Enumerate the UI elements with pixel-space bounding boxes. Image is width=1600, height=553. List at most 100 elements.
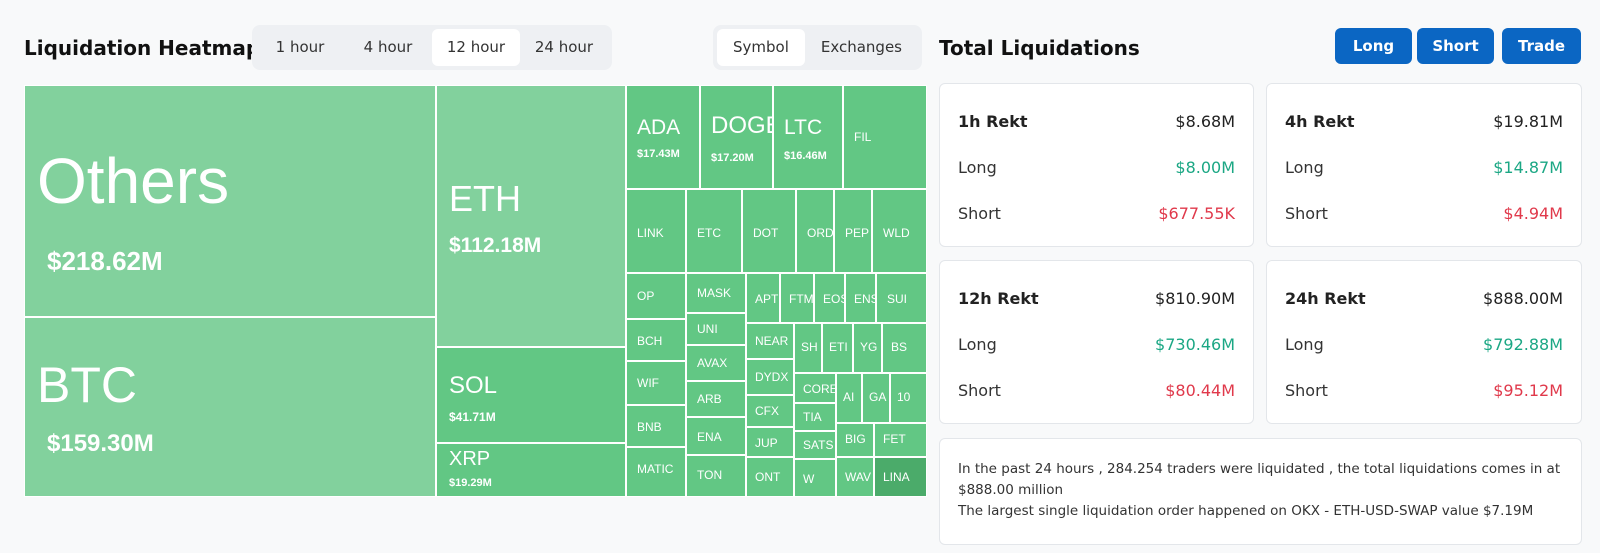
treemap-symbol: LINK — [637, 226, 664, 240]
treemap-cell-ltc[interactable]: LTC $16.46M — [773, 85, 843, 189]
treemap-cell-pep[interactable]: PEP — [834, 189, 872, 273]
treemap-symbol: PEP — [845, 226, 870, 240]
treemap-cell-btc[interactable]: BTC $159.30M — [24, 317, 436, 497]
treemap-symbol: W — [803, 472, 815, 486]
short-amount: $677.55K — [1158, 204, 1235, 223]
treemap-cell-lina[interactable]: LINA — [874, 457, 927, 497]
treemap-symbol: EOS — [823, 292, 844, 306]
treemap-symbol: DOGE — [711, 112, 772, 139]
treemap-cell-big[interactable]: BIG — [836, 423, 874, 457]
card-total: $8.68M — [1175, 112, 1235, 131]
treemap-cell-doge[interactable]: DOGE $17.20M — [700, 85, 773, 189]
treemap-cell-bnb[interactable]: BNB — [626, 405, 686, 447]
treemap-cell-ai[interactable]: AI — [836, 373, 862, 423]
treemap-cell-10[interactable]: 10 — [890, 373, 927, 423]
time-option-12h[interactable]: 12 hour — [432, 29, 520, 66]
treemap-cell-sats[interactable]: SATS — [794, 431, 836, 459]
treemap-symbol: CORE — [803, 382, 836, 396]
treemap-cell-ord[interactable]: ORD — [796, 189, 834, 273]
time-option-4h[interactable]: 4 hour — [363, 38, 413, 56]
treemap-value: $16.46M — [784, 150, 827, 162]
treemap-symbol: AVAX — [697, 356, 728, 370]
treemap-symbol: MATIC — [637, 462, 674, 476]
heatmap-title: Liquidation Heatmap — [24, 36, 261, 60]
treemap-cell-fil[interactable]: FIL — [843, 85, 927, 189]
treemap-symbol: APT — [755, 292, 779, 306]
treemap-symbol: BCH — [637, 334, 663, 348]
treemap-cell-ftm[interactable]: FTM — [780, 273, 814, 323]
treemap-cell-bch[interactable]: BCH — [626, 319, 686, 361]
treemap-symbol: JUP — [755, 436, 778, 450]
treemap-symbol: ETI — [829, 340, 848, 354]
treemap-cell-tia[interactable]: TIA — [794, 403, 836, 431]
treemap-cell-wld[interactable]: WLD — [872, 189, 927, 273]
treemap-cell-ont[interactable]: ONT — [746, 457, 794, 497]
treemap-cell-eti[interactable]: ETI — [822, 323, 853, 373]
treemap-cell-avax[interactable]: AVAX — [686, 345, 746, 381]
treemap-cell-uni[interactable]: UNI — [686, 313, 746, 345]
trade-button[interactable]: Trade — [1502, 28, 1581, 64]
treemap-value: $17.20M — [711, 152, 754, 164]
treemap-cell-matic[interactable]: MATIC — [626, 447, 686, 497]
treemap-cell-apt[interactable]: APT — [746, 273, 780, 323]
treemap-cell-ada[interactable]: ADA $17.43M — [626, 85, 700, 189]
treemap-symbol: MASK — [697, 286, 732, 300]
treemap-cell-dydx[interactable]: DYDX — [746, 359, 794, 395]
treemap-cell-eos[interactable]: EOS — [814, 273, 845, 323]
treemap-cell-yg[interactable]: YG — [853, 323, 882, 373]
treemap-cell-ton[interactable]: TON — [686, 455, 746, 497]
long-amount: $14.87M — [1493, 158, 1563, 177]
long-label: Long — [958, 158, 997, 177]
treemap-cell-op[interactable]: OP — [626, 273, 686, 319]
long-label: Long — [958, 335, 997, 354]
treemap-cell-dot[interactable]: DOT — [742, 189, 796, 273]
treemap-cell-sol[interactable]: SOL $41.71M — [436, 347, 626, 443]
short-label: Short — [958, 204, 1001, 223]
treemap-cell-near[interactable]: NEAR — [746, 323, 794, 359]
time-option-24h[interactable]: 24 hour — [534, 38, 594, 56]
treemap-cell-bs[interactable]: BS — [882, 323, 927, 373]
short-label: Short — [1285, 381, 1328, 400]
treemap-symbol: DOT — [753, 226, 779, 240]
short-label: Short — [1285, 204, 1328, 223]
short-button[interactable]: Short — [1417, 28, 1494, 64]
treemap-cell-wav[interactable]: WAV — [836, 457, 874, 497]
card-title: 12h Rekt — [958, 289, 1039, 308]
treemap-cell-jup[interactable]: JUP — [746, 427, 794, 457]
time-option-1h[interactable]: 1 hour — [275, 38, 325, 56]
treemap-value: $19.29M — [449, 477, 492, 489]
treemap-cell-w[interactable]: W — [794, 459, 836, 497]
short-amount: $80.44M — [1165, 381, 1235, 400]
treemap-cell-others[interactable]: Others $218.62M — [24, 85, 436, 317]
short-amount: $4.94M — [1503, 204, 1563, 223]
treemap-cell-arb[interactable]: ARB — [686, 381, 746, 417]
long-amount: $730.46M — [1155, 335, 1235, 354]
treemap-symbol: BIG — [845, 432, 866, 446]
treemap-symbol: FET — [883, 432, 906, 446]
treemap-cell-xrp[interactable]: XRP $19.29M — [436, 443, 626, 497]
card-title: 4h Rekt — [1285, 112, 1355, 131]
long-button[interactable]: Long — [1335, 28, 1412, 64]
treemap-cell-ena[interactable]: ENA — [686, 417, 746, 455]
summary-line-largest-order: The largest single liquidation order hap… — [958, 503, 1534, 519]
treemap-cell-ens[interactable]: ENS — [845, 273, 876, 323]
treemap-cell-etc[interactable]: ETC — [686, 189, 742, 273]
treemap-symbol: WIF — [637, 376, 659, 390]
treemap-cell-wif[interactable]: WIF — [626, 361, 686, 405]
card-title: 1h Rekt — [958, 112, 1028, 131]
mode-symbol-tab[interactable]: Symbol — [717, 29, 805, 66]
treemap-cell-sui[interactable]: SUI — [876, 273, 927, 323]
treemap-cell-ga[interactable]: GA — [862, 373, 890, 423]
treemap-cell-core[interactable]: CORE — [794, 373, 836, 403]
treemap-symbol: WLD — [883, 226, 910, 240]
treemap-cell-link[interactable]: LINK — [626, 189, 686, 273]
rekt-card-4h: 4h Rekt $19.81M Long $14.87M Short $4.94M — [1266, 83, 1582, 247]
treemap-cell-eth[interactable]: ETH $112.18M — [436, 85, 626, 347]
treemap-cell-sh[interactable]: SH — [794, 323, 822, 373]
long-amount: $8.00M — [1175, 158, 1235, 177]
mode-exchanges-tab[interactable]: Exchanges — [820, 38, 902, 56]
treemap-cell-cfx[interactable]: CFX — [746, 395, 794, 427]
treemap-symbol: ETC — [697, 226, 721, 240]
treemap-cell-fet[interactable]: FET — [874, 423, 927, 457]
treemap-cell-mask[interactable]: MASK — [686, 273, 746, 313]
